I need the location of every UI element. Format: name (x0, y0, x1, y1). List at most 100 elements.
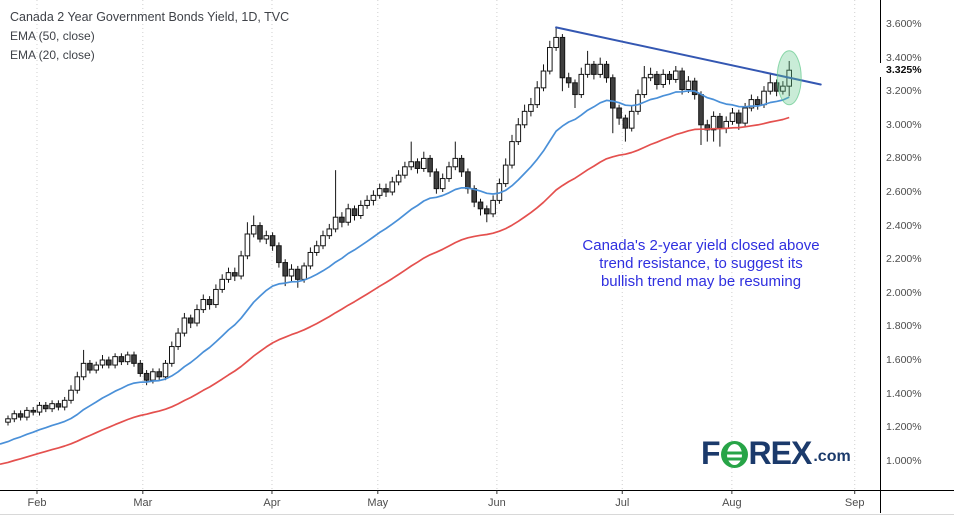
candle (269, 235, 276, 247)
candle (521, 110, 528, 126)
price-tick-label: 1.000% (886, 454, 922, 467)
candle (143, 372, 150, 381)
candle (597, 63, 604, 75)
annotation-line: Canada's 2-year yield closed above (582, 237, 820, 254)
candle (654, 73, 660, 85)
candle (421, 157, 427, 169)
candle (565, 77, 572, 84)
candle (24, 409, 30, 418)
price-tick-label: 3.600% (886, 18, 922, 30)
month-tick-label: Mar (133, 497, 153, 509)
candle (534, 87, 541, 106)
indicator-label-ema50[interactable]: EMA (50, close) (10, 29, 95, 43)
price-tick-label: 3.400% (886, 51, 922, 64)
candle (736, 112, 742, 124)
annotation-line: trend resistance, to suggest its (599, 255, 803, 272)
candle (458, 157, 465, 173)
candle (717, 115, 723, 129)
candle (414, 161, 421, 169)
candle (30, 409, 36, 413)
candle (74, 376, 81, 391)
price-tick-label: 2.000% (886, 286, 922, 299)
candle (206, 299, 213, 306)
candle (137, 362, 144, 374)
time-scale[interactable]: Feb Mar Apr May Jun Jul Aug Sep (0, 495, 880, 513)
candle (540, 70, 547, 89)
candle (729, 112, 736, 122)
candle (257, 225, 263, 240)
logo-text-rex: REX (748, 435, 813, 471)
candle (698, 94, 704, 126)
candle (641, 77, 648, 96)
candle (276, 245, 282, 264)
candle (364, 199, 370, 206)
candle (118, 356, 125, 363)
price-tick-label: 1.800% (886, 320, 922, 333)
candle (43, 404, 49, 410)
candle (710, 115, 717, 131)
candle (773, 82, 780, 92)
candle (263, 235, 270, 240)
candle (200, 299, 207, 311)
candle (547, 47, 553, 72)
candle (68, 389, 74, 401)
breakout-highlight-ellipse[interactable] (776, 50, 802, 106)
price-tick-label: 2.600% (886, 186, 922, 198)
candle (660, 73, 667, 85)
candle (80, 362, 87, 378)
candle (723, 120, 730, 129)
candle (509, 141, 515, 166)
candle (622, 117, 629, 129)
candle (502, 164, 509, 185)
indicator-label-ema20[interactable]: EMA (20, close) (10, 48, 95, 62)
candle (11, 413, 18, 420)
candle (446, 166, 452, 180)
price-tick-label: 1.400% (886, 387, 922, 400)
candle (232, 272, 238, 277)
logo-text-f: F (701, 435, 721, 471)
candle (213, 288, 219, 306)
candle (754, 99, 761, 106)
month-tick-label: May (367, 497, 389, 509)
candle (93, 364, 100, 371)
candle (175, 332, 181, 348)
candle (635, 94, 641, 112)
ema20-line[interactable] (0, 89, 790, 445)
candle (169, 346, 175, 364)
month-tick-label: Jul (615, 497, 630, 509)
candle (345, 208, 351, 223)
price-tick-label: 3.000% (886, 118, 922, 131)
candle (162, 362, 169, 378)
candle (383, 188, 389, 193)
candle (301, 265, 307, 280)
candle (332, 216, 339, 230)
candle (553, 36, 559, 49)
candle (351, 208, 358, 217)
candle (427, 157, 433, 173)
candle (55, 403, 62, 408)
price-tick-label: 1.600% (886, 354, 922, 366)
candle (282, 262, 288, 277)
trendline[interactable] (555, 26, 822, 86)
candle (61, 399, 68, 408)
candle (528, 104, 534, 112)
forex-logo-o-icon (720, 440, 748, 468)
candle (370, 194, 377, 201)
ema50-line[interactable] (0, 116, 790, 466)
candle (99, 359, 106, 366)
candle (484, 208, 490, 215)
candle (679, 70, 685, 91)
candle (389, 181, 396, 193)
candle (691, 80, 698, 96)
price-scale[interactable]: 3.600% 3.400% 3.200% 3.000% 2.800% 2.600% 2.40… (886, 0, 954, 490)
price-tick-label: 3.200% (886, 85, 922, 98)
candle (225, 272, 232, 280)
candle (477, 201, 484, 210)
candle (156, 371, 162, 378)
candle (250, 225, 257, 235)
candle (181, 317, 188, 334)
candle (124, 354, 131, 363)
candle (358, 204, 364, 217)
candle (666, 73, 673, 80)
